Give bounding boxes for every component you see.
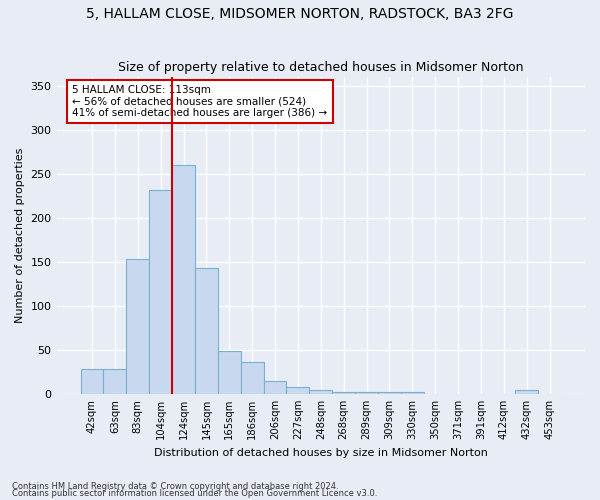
Text: Contains public sector information licensed under the Open Government Licence v3: Contains public sector information licen… (12, 489, 377, 498)
Text: 5, HALLAM CLOSE, MIDSOMER NORTON, RADSTOCK, BA3 2FG: 5, HALLAM CLOSE, MIDSOMER NORTON, RADSTO… (86, 8, 514, 22)
Bar (172, 165, 195, 394)
Bar (355, 392, 378, 394)
Text: 5 HALLAM CLOSE: 113sqm
← 56% of detached houses are smaller (524)
41% of semi-de: 5 HALLAM CLOSE: 113sqm ← 56% of detached… (73, 85, 328, 118)
Bar (149, 190, 172, 394)
Y-axis label: Number of detached properties: Number of detached properties (15, 148, 25, 323)
Bar (332, 392, 355, 394)
X-axis label: Distribution of detached houses by size in Midsomer Norton: Distribution of detached houses by size … (154, 448, 488, 458)
Bar (378, 392, 401, 394)
Bar (286, 387, 310, 394)
Text: Contains HM Land Registry data © Crown copyright and database right 2024.: Contains HM Land Registry data © Crown c… (12, 482, 338, 491)
Bar (80, 370, 103, 394)
Title: Size of property relative to detached houses in Midsomer Norton: Size of property relative to detached ho… (118, 62, 524, 74)
Bar (263, 380, 286, 394)
Bar (127, 260, 149, 394)
Bar (515, 390, 538, 394)
Bar (195, 268, 218, 394)
Bar (310, 390, 332, 394)
Bar (218, 351, 241, 394)
Bar (401, 392, 424, 394)
Bar (103, 370, 127, 394)
Bar (241, 362, 263, 394)
